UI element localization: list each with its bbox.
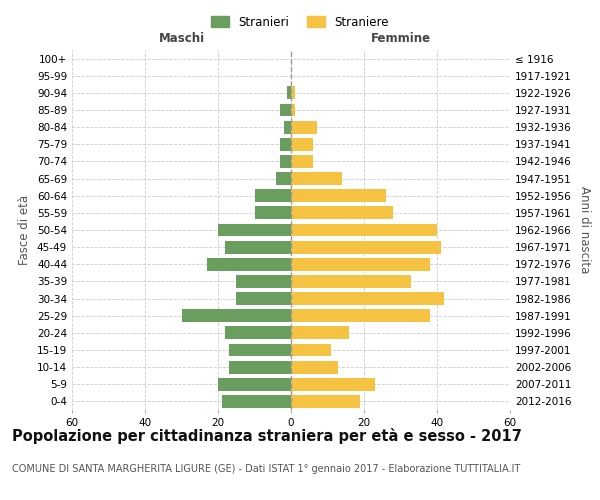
- Bar: [291, 360, 338, 374]
- Bar: [291, 86, 295, 100]
- Legend: Stranieri, Straniere: Stranieri, Straniere: [206, 11, 394, 34]
- Bar: [291, 344, 331, 356]
- Bar: [291, 104, 295, 117]
- Text: Femmine: Femmine: [370, 32, 431, 45]
- Bar: [280, 104, 291, 117]
- Bar: [229, 344, 291, 356]
- Bar: [229, 360, 291, 374]
- Bar: [254, 190, 291, 202]
- Bar: [291, 190, 386, 202]
- Bar: [226, 240, 291, 254]
- Bar: [182, 310, 291, 322]
- Bar: [218, 224, 291, 236]
- Text: Maschi: Maschi: [158, 32, 205, 45]
- Bar: [236, 292, 291, 305]
- Y-axis label: Anni di nascita: Anni di nascita: [578, 186, 591, 274]
- Bar: [277, 172, 291, 185]
- Bar: [291, 275, 412, 288]
- Bar: [236, 275, 291, 288]
- Text: Popolazione per cittadinanza straniera per età e sesso - 2017: Popolazione per cittadinanza straniera p…: [12, 428, 522, 444]
- Bar: [291, 155, 313, 168]
- Bar: [254, 206, 291, 220]
- Bar: [207, 258, 291, 270]
- Bar: [291, 172, 342, 185]
- Bar: [291, 310, 430, 322]
- Bar: [280, 138, 291, 150]
- Bar: [287, 86, 291, 100]
- Bar: [226, 326, 291, 340]
- Bar: [291, 206, 393, 220]
- Bar: [291, 224, 437, 236]
- Text: COMUNE DI SANTA MARGHERITA LIGURE (GE) - Dati ISTAT 1° gennaio 2017 - Elaborazio: COMUNE DI SANTA MARGHERITA LIGURE (GE) -…: [12, 464, 520, 474]
- Y-axis label: Fasce di età: Fasce di età: [19, 195, 31, 265]
- Bar: [280, 155, 291, 168]
- Bar: [291, 326, 349, 340]
- Bar: [291, 240, 440, 254]
- Bar: [221, 395, 291, 408]
- Bar: [284, 120, 291, 134]
- Bar: [291, 395, 361, 408]
- Bar: [291, 258, 430, 270]
- Bar: [291, 138, 313, 150]
- Bar: [218, 378, 291, 390]
- Bar: [291, 378, 375, 390]
- Bar: [291, 292, 444, 305]
- Bar: [291, 120, 317, 134]
